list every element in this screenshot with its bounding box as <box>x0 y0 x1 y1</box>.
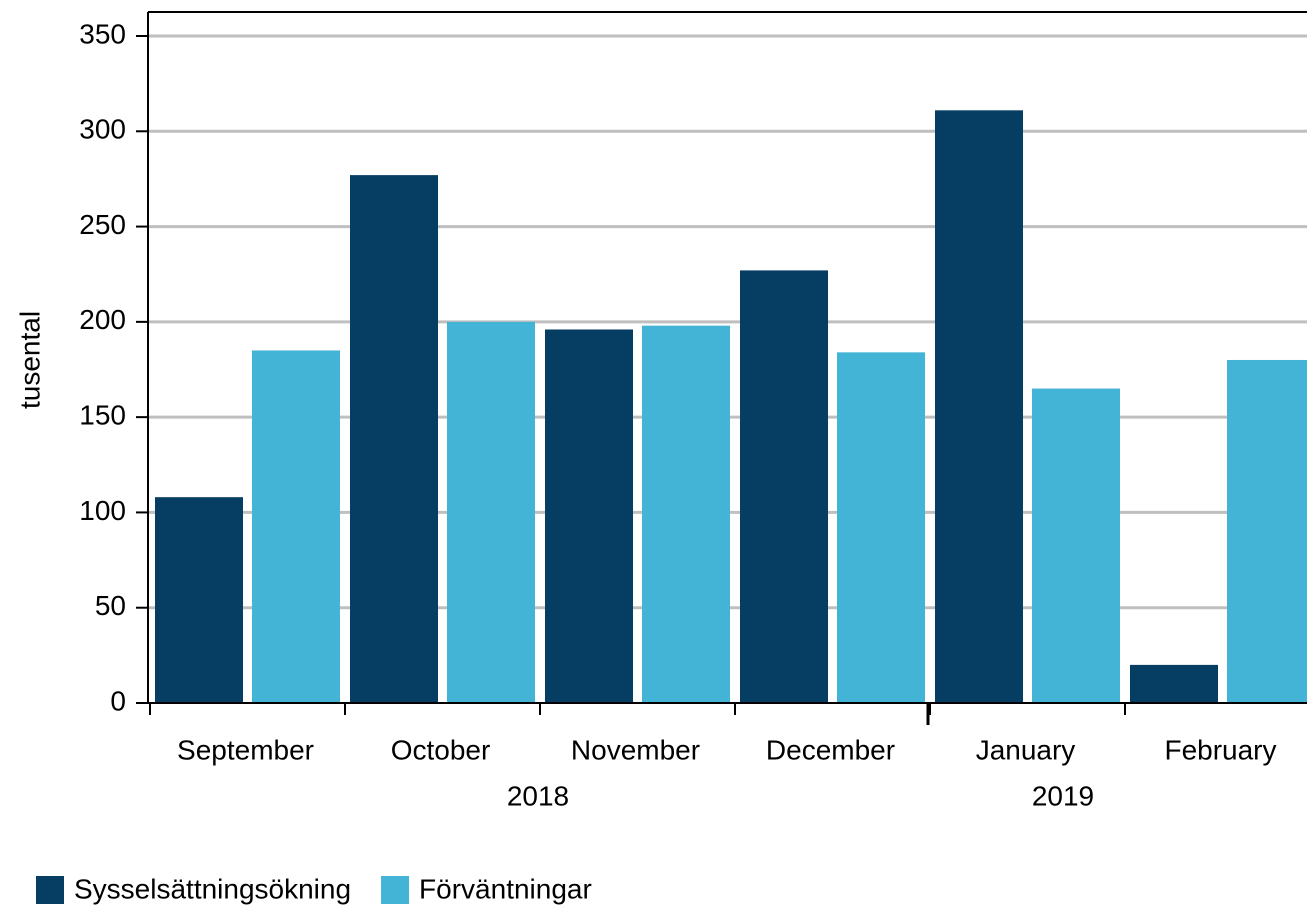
x-group-label: 2018 <box>507 780 569 811</box>
legend-label: Sysselsättningsökning <box>74 873 351 904</box>
bar <box>935 110 1023 703</box>
y-tick-label: 250 <box>79 209 126 240</box>
y-tick-label: 300 <box>79 114 126 145</box>
bar <box>350 175 438 704</box>
y-tick-label: 150 <box>79 400 126 431</box>
bar <box>252 350 340 703</box>
bar <box>1227 359 1307 703</box>
y-tick-label: 350 <box>79 18 126 49</box>
legend-swatch <box>381 876 410 904</box>
bar <box>1032 388 1120 703</box>
bar <box>155 497 243 703</box>
y-axis-label: tusental <box>14 311 45 409</box>
bar <box>1130 664 1218 703</box>
y-tick-label: 50 <box>95 590 126 621</box>
y-tick-label: 200 <box>79 304 126 335</box>
x-tick-label: February <box>1164 734 1276 765</box>
x-group-label: 2019 <box>1032 780 1094 811</box>
legend-label: Förväntningar <box>419 873 592 904</box>
x-tick-label: September <box>177 734 314 765</box>
x-tick-label: October <box>391 734 491 765</box>
bar <box>837 352 925 703</box>
bar <box>545 329 633 703</box>
y-tick-label: 0 <box>110 685 126 716</box>
x-tick-label: November <box>571 734 700 765</box>
bar <box>740 270 828 703</box>
legend-swatch <box>36 876 64 904</box>
bar <box>447 321 535 703</box>
x-tick-label: December <box>766 734 895 765</box>
bar <box>642 325 730 703</box>
y-tick-label: 100 <box>79 495 126 526</box>
x-tick-label: January <box>976 734 1076 765</box>
